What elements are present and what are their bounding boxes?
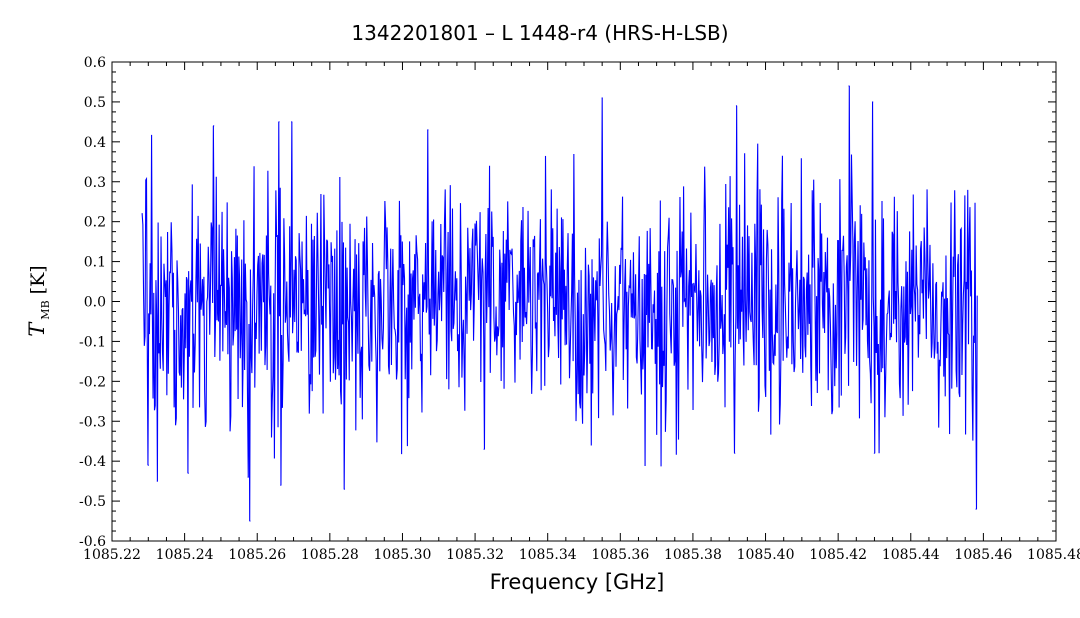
- spectrum-peak-point: [213, 125, 215, 127]
- spectrum-peak-point: [187, 472, 189, 474]
- spectrum-peak-point: [735, 105, 738, 107]
- y-tick-label: -0.3: [79, 414, 106, 430]
- spectrum-peak-point: [601, 97, 603, 99]
- spectrum-peak-point: [278, 121, 280, 123]
- spectrum-peak-point: [975, 508, 977, 510]
- y-tick-label: -0.6: [79, 534, 106, 550]
- x-axis: 1085.22 1085.24 1085.26 1085.28 1085.30 1085.…: [83, 62, 1080, 563]
- spectrum-series-line: [141, 85, 978, 522]
- y-axis-label-subscript: MB: [39, 300, 52, 319]
- x-tick-label: 1085.26: [228, 547, 286, 563]
- y-axis-label: T MB [K]: [25, 265, 52, 336]
- y-tick-label: 0.0: [84, 295, 106, 311]
- x-tick-label: 1085.42: [809, 547, 867, 563]
- spectrum-peak-point: [343, 488, 345, 490]
- x-tick-label: 1085.24: [156, 547, 214, 563]
- x-tick-label: 1085.30: [374, 547, 432, 563]
- spectrum-peak-point: [141, 213, 143, 215]
- x-tick-label: 1085.32: [446, 547, 504, 563]
- spectrum-peak-point: [483, 448, 485, 450]
- y-tick-label: -0.2: [79, 374, 106, 390]
- spectrum-peak-point: [147, 464, 149, 466]
- y-tick-label: 0.3: [84, 175, 106, 191]
- chart-title: 1342201801 – L 1448-r4 (HRS-H-LSB): [351, 21, 728, 45]
- y-axis-label-unit: [K]: [27, 265, 49, 294]
- x-axis-label: Frequency [GHz]: [490, 570, 665, 594]
- x-tick-label: 1085.38: [664, 547, 722, 563]
- x-tick-label: 1085.22: [83, 547, 141, 563]
- x-tick-label: 1085.48: [1027, 547, 1080, 563]
- spectrum-peak-point: [873, 452, 876, 454]
- x-tick-label: 1085.28: [301, 547, 359, 563]
- x-tick-label: 1085.44: [882, 547, 940, 563]
- y-tick-label: -0.5: [79, 494, 106, 510]
- spectrum-peak-point: [291, 121, 293, 123]
- y-axis: 0.6 0.5 0.4 0.3 0.2 0.1 0.0 -0.1 -0.2 -0.3 -0.4 -0.…: [79, 55, 1056, 550]
- y-axis-label-symbol: T: [25, 321, 49, 337]
- spectrum-peak-point: [280, 484, 282, 486]
- spectrum-peak-point: [872, 101, 874, 103]
- y-tick-label: 0.5: [84, 95, 106, 111]
- x-tick-label: 1085.46: [954, 547, 1012, 563]
- spectrum-peak-point: [427, 129, 429, 131]
- y-tick-label: 0.2: [84, 215, 106, 231]
- spectrum-peak-point: [734, 452, 736, 454]
- spectrum-peak-point: [848, 85, 850, 87]
- spectrum-peak-point: [156, 480, 158, 482]
- y-tick-label: -0.4: [79, 454, 106, 470]
- spectrum-peak-point: [247, 476, 249, 478]
- x-tick-label: 1085.34: [519, 547, 577, 563]
- y-tick-label: 0.1: [84, 255, 106, 271]
- x-tick-label: 1085.36: [591, 547, 649, 563]
- y-tick-label: 0.4: [84, 135, 106, 151]
- y-tick-label: 0.6: [84, 55, 106, 71]
- series-layer: [141, 85, 978, 522]
- spectrum-peak-point: [249, 520, 251, 522]
- x-tick-label: 1085.40: [737, 547, 795, 563]
- y-tick-label: -0.1: [79, 334, 106, 350]
